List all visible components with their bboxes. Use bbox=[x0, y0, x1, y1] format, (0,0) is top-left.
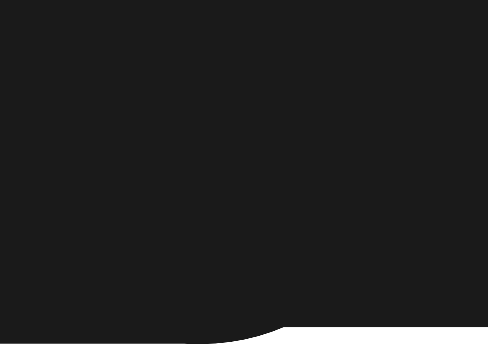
Bar bbox=[208, 170, 214, 173]
Bar bbox=[167, 144, 171, 148]
Bar bbox=[225, 203, 228, 207]
Text: 5: 5 bbox=[87, 111, 95, 121]
Bar bbox=[199, 160, 232, 174]
Text: 10: 10 bbox=[114, 111, 128, 121]
Bar bbox=[223, 207, 233, 215]
Text: 7: 7 bbox=[132, 111, 139, 121]
Text: 9: 9 bbox=[162, 224, 169, 234]
Bar bbox=[210, 150, 215, 157]
Bar bbox=[216, 170, 222, 173]
Text: 12: 12 bbox=[141, 111, 155, 121]
Bar bbox=[201, 170, 206, 173]
Bar bbox=[199, 177, 206, 185]
Bar bbox=[224, 170, 229, 173]
Bar bbox=[154, 188, 157, 190]
Bar bbox=[125, 213, 131, 222]
Bar bbox=[122, 123, 125, 132]
Bar bbox=[126, 217, 130, 221]
Bar bbox=[126, 213, 130, 216]
Bar bbox=[201, 150, 209, 157]
Bar bbox=[203, 124, 225, 143]
Bar bbox=[152, 183, 171, 192]
Bar bbox=[195, 152, 201, 155]
Bar bbox=[85, 123, 97, 134]
Text: 15: 15 bbox=[240, 148, 254, 158]
Text: 14: 14 bbox=[215, 180, 229, 190]
Text: 3: 3 bbox=[87, 209, 95, 219]
Bar bbox=[156, 210, 175, 226]
Bar bbox=[229, 203, 232, 207]
Bar bbox=[131, 123, 140, 132]
Text: 2: 2 bbox=[124, 220, 131, 230]
Bar bbox=[86, 124, 89, 126]
Bar bbox=[153, 179, 158, 181]
Bar bbox=[202, 123, 236, 144]
Bar bbox=[145, 126, 150, 130]
Bar bbox=[200, 148, 228, 158]
Bar bbox=[144, 122, 151, 131]
Bar bbox=[166, 179, 171, 181]
Text: 18: 18 bbox=[240, 162, 254, 172]
Bar bbox=[133, 124, 138, 131]
Bar bbox=[72, 167, 139, 222]
Bar bbox=[152, 149, 177, 165]
Bar bbox=[160, 179, 164, 181]
Bar bbox=[198, 176, 214, 186]
Text: 11: 11 bbox=[224, 176, 238, 186]
Text: 4: 4 bbox=[163, 144, 170, 154]
Text: 17: 17 bbox=[166, 155, 180, 165]
Text: 16: 16 bbox=[240, 128, 254, 138]
Bar bbox=[159, 150, 163, 155]
Bar bbox=[117, 123, 121, 132]
Bar bbox=[103, 122, 110, 132]
Text: 6: 6 bbox=[102, 111, 110, 121]
Text: 8: 8 bbox=[143, 224, 150, 234]
Text: 1: 1 bbox=[102, 221, 108, 231]
Bar bbox=[150, 171, 177, 182]
Bar bbox=[159, 188, 163, 190]
Bar bbox=[116, 122, 126, 133]
Bar bbox=[154, 150, 174, 164]
Text: 13: 13 bbox=[221, 217, 235, 228]
Bar bbox=[104, 127, 108, 131]
Bar bbox=[145, 123, 150, 126]
